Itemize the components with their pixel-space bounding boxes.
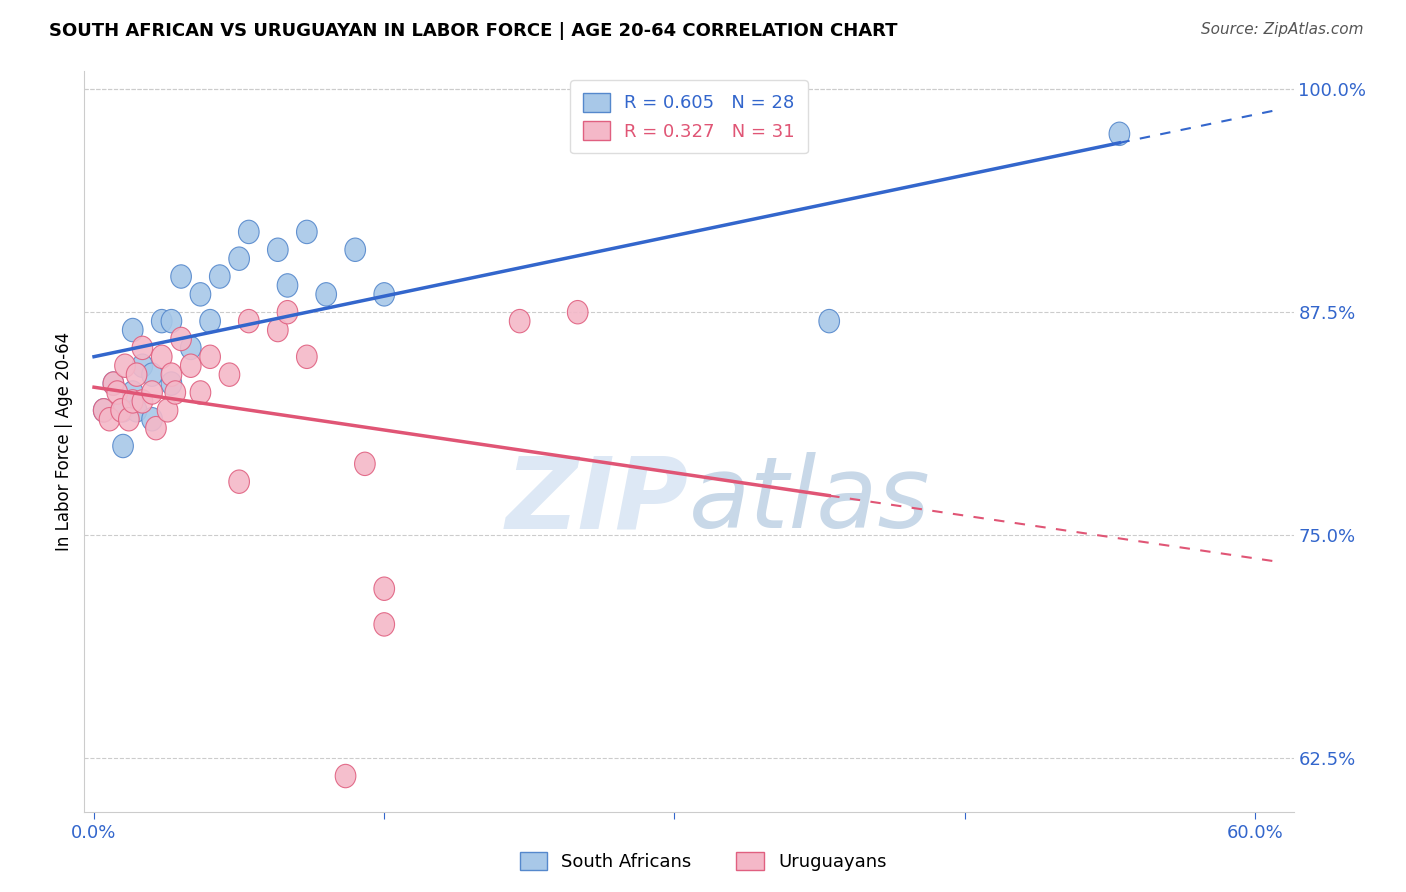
Ellipse shape [180,336,201,359]
Ellipse shape [374,613,395,636]
Ellipse shape [229,470,249,493]
Ellipse shape [127,363,146,386]
Ellipse shape [509,310,530,333]
Ellipse shape [277,274,298,297]
Text: SOUTH AFRICAN VS URUGUAYAN IN LABOR FORCE | AGE 20-64 CORRELATION CHART: SOUTH AFRICAN VS URUGUAYAN IN LABOR FORC… [49,22,897,40]
Text: ZIP: ZIP [506,452,689,549]
Ellipse shape [111,399,131,422]
Y-axis label: In Labor Force | Age 20-64: In Labor Force | Age 20-64 [55,332,73,551]
Ellipse shape [122,381,143,404]
Ellipse shape [354,452,375,475]
Legend: R = 0.605   N = 28, R = 0.327   N = 31: R = 0.605 N = 28, R = 0.327 N = 31 [571,80,807,153]
Ellipse shape [127,399,146,422]
Ellipse shape [157,399,179,422]
Legend: South Africans, Uruguayans: South Africans, Uruguayans [512,845,894,879]
Ellipse shape [103,372,124,395]
Ellipse shape [152,345,172,368]
Ellipse shape [93,399,114,422]
Text: atlas: atlas [689,452,931,549]
Ellipse shape [142,408,162,431]
Ellipse shape [170,327,191,351]
Ellipse shape [180,354,201,377]
Ellipse shape [818,310,839,333]
Ellipse shape [162,372,181,395]
Ellipse shape [190,381,211,404]
Ellipse shape [316,283,336,306]
Ellipse shape [239,220,259,244]
Ellipse shape [200,345,221,368]
Ellipse shape [132,390,153,413]
Ellipse shape [112,399,134,422]
Ellipse shape [103,372,124,395]
Ellipse shape [122,318,143,342]
Ellipse shape [142,363,162,386]
Ellipse shape [118,408,139,431]
Ellipse shape [162,363,181,386]
Ellipse shape [132,336,153,359]
Ellipse shape [93,399,114,422]
Ellipse shape [115,354,135,377]
Ellipse shape [239,310,259,333]
Ellipse shape [165,381,186,404]
Ellipse shape [297,220,318,244]
Ellipse shape [209,265,231,288]
Ellipse shape [297,345,318,368]
Ellipse shape [568,301,588,324]
Ellipse shape [229,247,249,270]
Ellipse shape [152,310,172,333]
Text: Source: ZipAtlas.com: Source: ZipAtlas.com [1201,22,1364,37]
Ellipse shape [122,390,143,413]
Ellipse shape [100,408,120,431]
Ellipse shape [374,283,395,306]
Ellipse shape [132,354,153,377]
Ellipse shape [146,417,166,440]
Ellipse shape [142,381,162,404]
Ellipse shape [335,764,356,788]
Ellipse shape [1109,122,1129,145]
Ellipse shape [267,238,288,261]
Ellipse shape [107,381,128,404]
Ellipse shape [200,310,221,333]
Ellipse shape [344,238,366,261]
Ellipse shape [374,577,395,600]
Ellipse shape [112,434,134,458]
Ellipse shape [267,318,288,342]
Ellipse shape [190,283,211,306]
Ellipse shape [277,301,298,324]
Ellipse shape [219,363,240,386]
Ellipse shape [170,265,191,288]
Ellipse shape [162,310,181,333]
